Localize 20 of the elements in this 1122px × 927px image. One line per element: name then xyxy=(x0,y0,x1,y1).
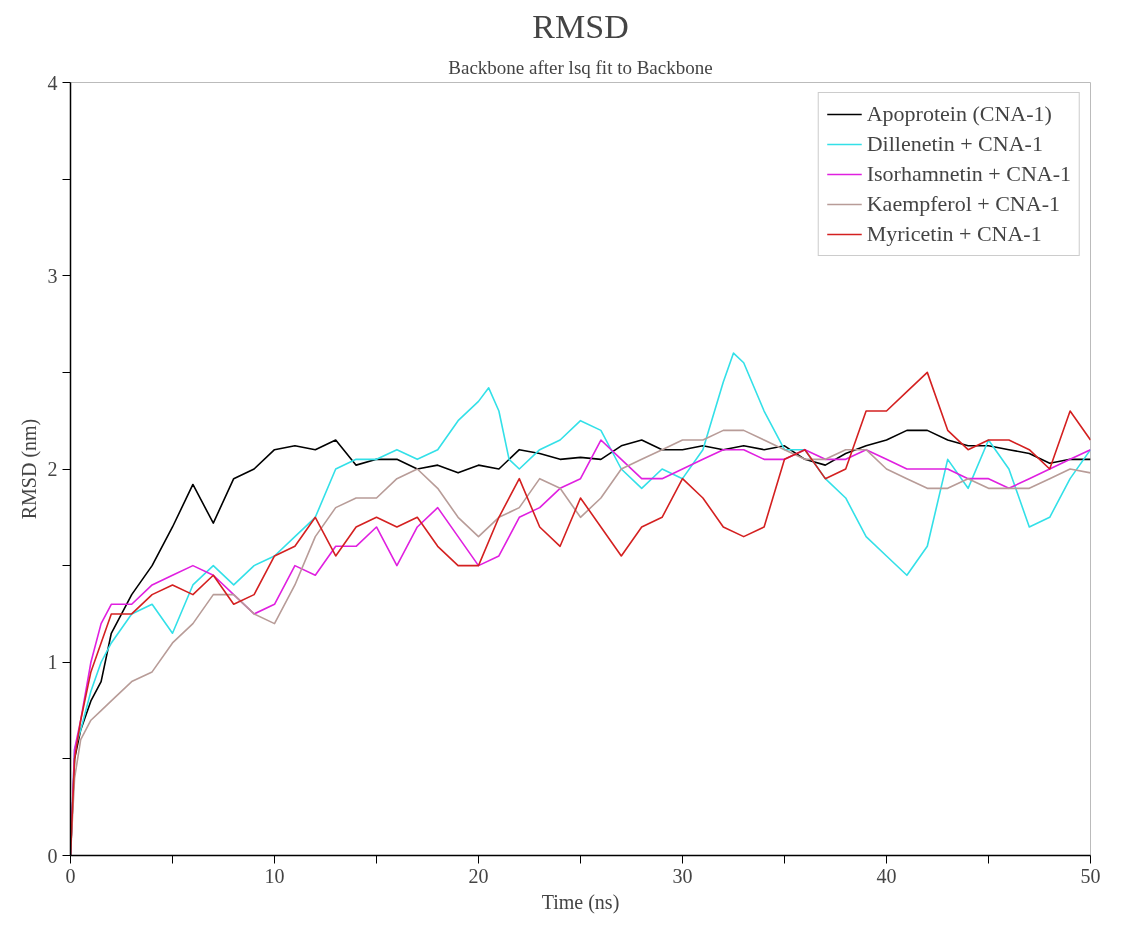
y-tick-label: 4 xyxy=(47,71,58,94)
x-tick-label: 40 xyxy=(876,864,897,887)
x-tick-label: 20 xyxy=(468,864,489,887)
legend-label: Kaempferol + CNA-1 xyxy=(866,191,1060,217)
legend-label: Dillenetin + CNA-1 xyxy=(866,131,1043,157)
y-tick-label: 2 xyxy=(47,458,58,480)
x-tick-label: 30 xyxy=(672,864,693,887)
chart-title: RMSD xyxy=(532,7,629,45)
legend-label: Isorhamnetin + CNA-1 xyxy=(866,161,1071,187)
y-tick-label: 3 xyxy=(47,264,58,287)
x-tick-label: 50 xyxy=(1080,864,1101,887)
legend-label: Apoprotein (CNA-1) xyxy=(866,101,1052,127)
y-tick-label: 1 xyxy=(47,651,58,674)
x-axis-title: Time (ns) xyxy=(541,890,620,914)
x-tick-label: 0 xyxy=(65,864,76,887)
y-axis-title: RMSD (nm) xyxy=(17,418,41,520)
y-tick-label: 0 xyxy=(47,844,58,867)
chart-subtitle: Backbone after lsq fit to Backbone xyxy=(448,56,713,78)
x-tick-label: 10 xyxy=(264,864,285,887)
legend-label: Myricetin + CNA-1 xyxy=(866,221,1042,247)
